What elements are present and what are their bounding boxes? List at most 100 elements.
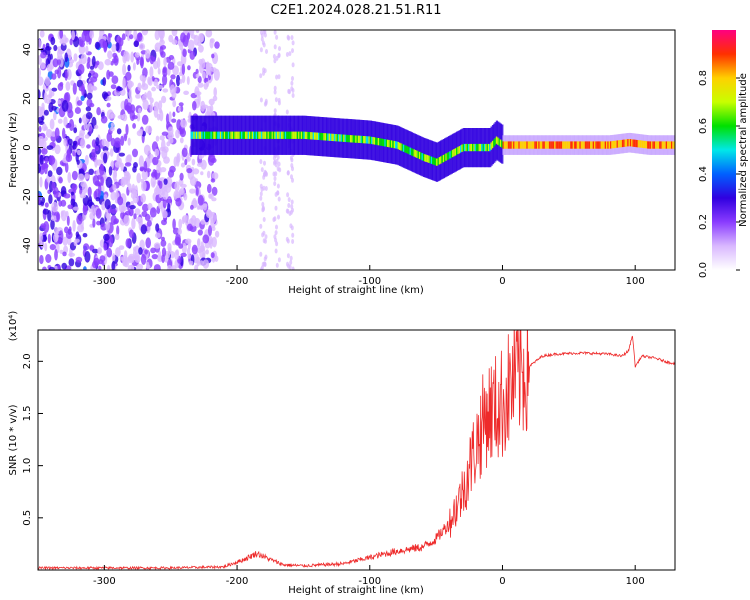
spectrogram-cell xyxy=(77,224,85,233)
spectrogram-cell xyxy=(511,141,514,149)
spectrogram-cell xyxy=(673,141,675,149)
spectrogram-cell xyxy=(72,143,77,150)
spectrogram-cell xyxy=(223,131,226,139)
spectrogram-cell xyxy=(165,198,173,204)
spectrogram-cell xyxy=(138,107,142,114)
spectrogram-cell xyxy=(397,142,400,150)
spectrogram-cell xyxy=(291,166,294,172)
snr-x-tick-label: 100 xyxy=(626,576,645,587)
spectrogram-cell xyxy=(120,211,125,220)
spectrogram-cell xyxy=(80,137,86,149)
spectrogram-cell xyxy=(368,136,371,144)
spectrogram-cell xyxy=(115,42,120,52)
snr-x-tick-label: -200 xyxy=(226,576,249,587)
spectrogram-cell xyxy=(277,52,281,58)
spectrogram-cell xyxy=(171,30,178,37)
spectrogram-cell xyxy=(291,232,295,238)
spectrogram-cell xyxy=(590,141,593,149)
spectrogram-cell xyxy=(379,138,382,146)
spectrogram-cell xyxy=(120,162,124,172)
spectrogram-cell xyxy=(648,141,651,149)
spectrogram-cell xyxy=(199,32,205,43)
spectrogram-cell xyxy=(274,248,278,254)
spectrogram-cell xyxy=(159,167,167,173)
spectrogram-cell xyxy=(44,202,49,208)
spectrogram-cell xyxy=(279,131,282,139)
spectrogram-cell xyxy=(273,176,277,182)
spectrogram-cell xyxy=(48,102,54,113)
spectrogram-cell xyxy=(189,176,197,187)
spectrogram-cell xyxy=(103,41,108,52)
spectrogram-cell xyxy=(337,134,341,142)
spectrogram-cell xyxy=(257,131,260,139)
spectrogram-cell xyxy=(620,140,623,148)
spectrogram-cell xyxy=(99,163,105,176)
spectrogram-cell xyxy=(131,217,136,230)
spectrogram-cell xyxy=(198,58,204,66)
spectrogram-cell xyxy=(106,102,111,108)
spectrogram-cell xyxy=(285,109,289,115)
spectrogram-cell xyxy=(633,139,637,147)
spectrogram-cell xyxy=(417,151,420,159)
snr-y-tick-label: 1.0 xyxy=(22,458,33,474)
spectrogram-cell xyxy=(214,41,220,49)
spectrogram-cell xyxy=(527,141,530,149)
spectrogram-cell xyxy=(44,242,48,252)
spectrogram-cell xyxy=(266,131,269,139)
spectrogram-cell xyxy=(56,166,63,176)
spectrogram-cell xyxy=(499,139,502,147)
spectrogram-cell xyxy=(387,139,390,147)
spectrogram-cell xyxy=(65,81,71,91)
spectrogram-cell xyxy=(107,264,111,270)
spectrogram-cell xyxy=(546,141,549,149)
spectrogram-cell xyxy=(434,158,437,166)
spectrogram-cell xyxy=(187,65,191,71)
spectrogram-cell xyxy=(332,133,335,142)
spectrogram-cell xyxy=(400,143,403,151)
spectrogram-cell xyxy=(295,131,298,139)
spectrogram-cell xyxy=(111,75,119,84)
spectrogram-cell xyxy=(103,194,108,201)
spectrogram-cell xyxy=(83,266,87,270)
snr-frame xyxy=(37,329,676,571)
spectrogram-cell xyxy=(566,141,569,149)
spectrogram-cell xyxy=(277,214,280,220)
spectrogram-cell xyxy=(318,132,321,140)
spectrogram-cell xyxy=(70,191,74,196)
spectrogram-cell xyxy=(525,141,528,149)
spectrogram-cell xyxy=(129,187,137,194)
spectrogram-cell xyxy=(142,75,146,83)
spectrogram-cell xyxy=(112,170,117,181)
spectrogram-cell xyxy=(197,229,203,236)
spectrogram-cell xyxy=(583,141,586,149)
spectrogram-cell xyxy=(153,242,161,249)
spectrogram-cell xyxy=(535,141,538,149)
spectrogram-cell xyxy=(51,201,59,213)
spectrogram-cell xyxy=(105,176,113,188)
spectrogram-cell xyxy=(314,132,317,140)
spectrogram-cell xyxy=(277,161,281,167)
spectrogram-cell xyxy=(65,153,73,163)
spectrogram-cell xyxy=(494,138,497,146)
spectrogram-cell xyxy=(274,237,278,243)
spectrogram-cell xyxy=(141,94,147,103)
spectrogram-cell xyxy=(95,137,100,146)
colorbar: 0.0 0.2 0.4 0.6 0.8 Normalized spectral ampl… xyxy=(698,30,749,278)
spectrogram-cell xyxy=(175,197,182,207)
spectrogram-cell xyxy=(194,91,202,96)
spectrogram-cell xyxy=(78,44,86,55)
spectrogram-cell xyxy=(263,160,266,166)
spectrogram-cell xyxy=(94,41,100,50)
spectrogram-cell xyxy=(92,260,98,269)
spectrogram-cell xyxy=(270,131,273,139)
spectrogram-cell xyxy=(330,133,333,141)
spectrogram-cell xyxy=(551,141,554,149)
spectrogram-cell xyxy=(211,53,215,59)
spectrogram-cell xyxy=(129,205,136,210)
spectrogram-cell xyxy=(150,247,156,254)
spectrogram-cell xyxy=(572,141,575,149)
spectrogram-cell xyxy=(259,195,263,201)
spectrogram-cell xyxy=(172,218,176,230)
spectrogram-cell xyxy=(340,134,343,142)
spectrogram-cell xyxy=(179,137,184,144)
